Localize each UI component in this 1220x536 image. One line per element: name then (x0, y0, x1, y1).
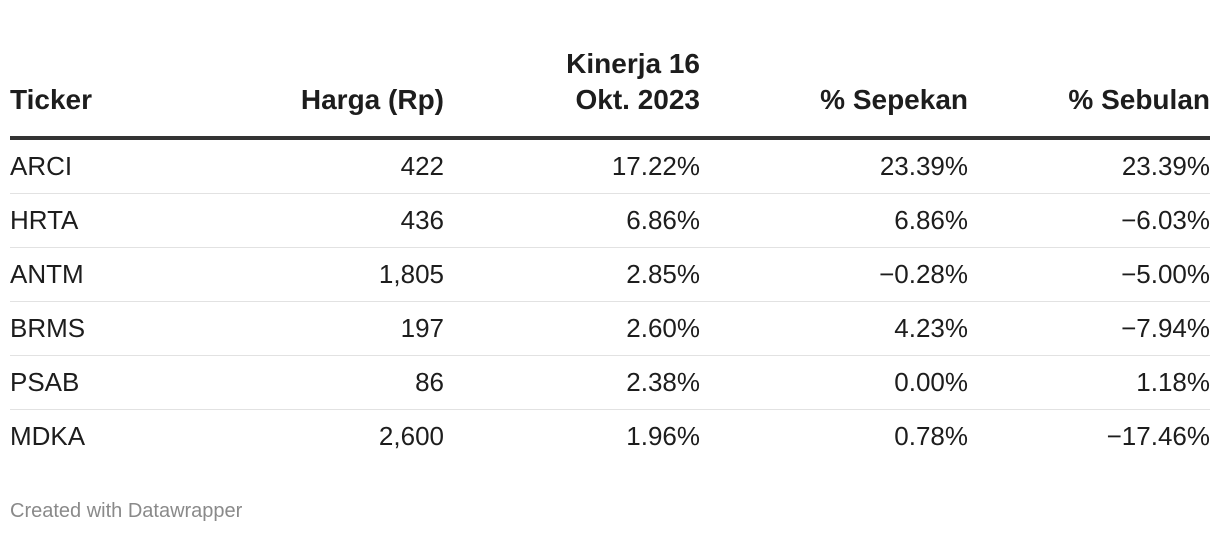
header-ticker: Ticker (10, 46, 210, 140)
cell-sebulan: 23.39% (968, 138, 1210, 194)
cell-kinerja: 2.60% (444, 301, 700, 356)
cell-sepekan: 23.39% (700, 138, 968, 194)
cell-harga: 436 (210, 193, 444, 248)
header-kinerja: Kinerja 16 Okt. 2023 (444, 46, 700, 140)
table-row: BRMS 197 2.60% 4.23% −7.94% (10, 301, 1210, 356)
table-header-row: Ticker Harga (Rp) Kinerja 16 Okt. 2023 %… (10, 46, 1210, 140)
cell-kinerja: 2.38% (444, 355, 700, 410)
table-row: MDKA 2,600 1.96% 0.78% −17.46% (10, 410, 1210, 464)
cell-kinerja: 2.85% (444, 247, 700, 302)
cell-ticker: HRTA (10, 193, 210, 248)
cell-sepekan: −0.28% (700, 247, 968, 302)
cell-sebulan: 1.18% (968, 355, 1210, 410)
cell-sepekan: 0.00% (700, 355, 968, 410)
header-sepekan: % Sepekan (700, 46, 968, 140)
cell-sepekan: 4.23% (700, 301, 968, 356)
cell-sebulan: −17.46% (1106, 421, 1210, 451)
cell-sepekan: 0.78% (894, 421, 968, 451)
cell-sebulan: −5.00% (968, 247, 1210, 302)
header-kinerja-line2: Okt. 2023 (575, 84, 700, 115)
cell-kinerja: 17.22% (444, 138, 700, 194)
header-sebulan: % Sebulan (968, 46, 1210, 140)
table-row: ARCI 422 17.22% 23.39% 23.39% (10, 138, 1210, 194)
cell-harga: 86 (210, 355, 444, 410)
cell-ticker: BRMS (10, 301, 210, 356)
cell-ticker: ANTM (10, 247, 210, 302)
cell-ticker: ARCI (10, 138, 210, 194)
table-row: PSAB 86 2.38% 0.00% 1.18% (10, 355, 1210, 410)
cell-sepekan: 6.86% (700, 193, 968, 248)
cell-harga: 197 (210, 301, 444, 356)
table-row: ANTM 1,805 2.85% −0.28% −5.00% (10, 247, 1210, 302)
table-row: HRTA 436 6.86% 6.86% −6.03% (10, 193, 1210, 248)
cell-sebulan: −7.94% (968, 301, 1210, 356)
cell-harga: 422 (210, 138, 444, 194)
cell-harga: 2,600 (378, 421, 444, 451)
cell-kinerja: 6.86% (444, 193, 700, 248)
cell-harga: 1,805 (210, 247, 444, 302)
header-harga: Harga (Rp) (210, 46, 444, 140)
cell-ticker: PSAB (10, 355, 210, 410)
cell-kinerja: 1.96% (626, 421, 700, 451)
data-table-container: Ticker Harga (Rp) Kinerja 16 Okt. 2023 %… (10, 46, 1210, 463)
cell-ticker: MDKA (10, 421, 86, 451)
header-kinerja-line1: Kinerja 16 (566, 48, 700, 79)
datawrapper-credit: Created with Datawrapper (10, 500, 243, 522)
cell-sebulan: −6.03% (968, 193, 1210, 248)
stock-table: Ticker Harga (Rp) Kinerja 16 Okt. 2023 %… (10, 46, 1210, 463)
